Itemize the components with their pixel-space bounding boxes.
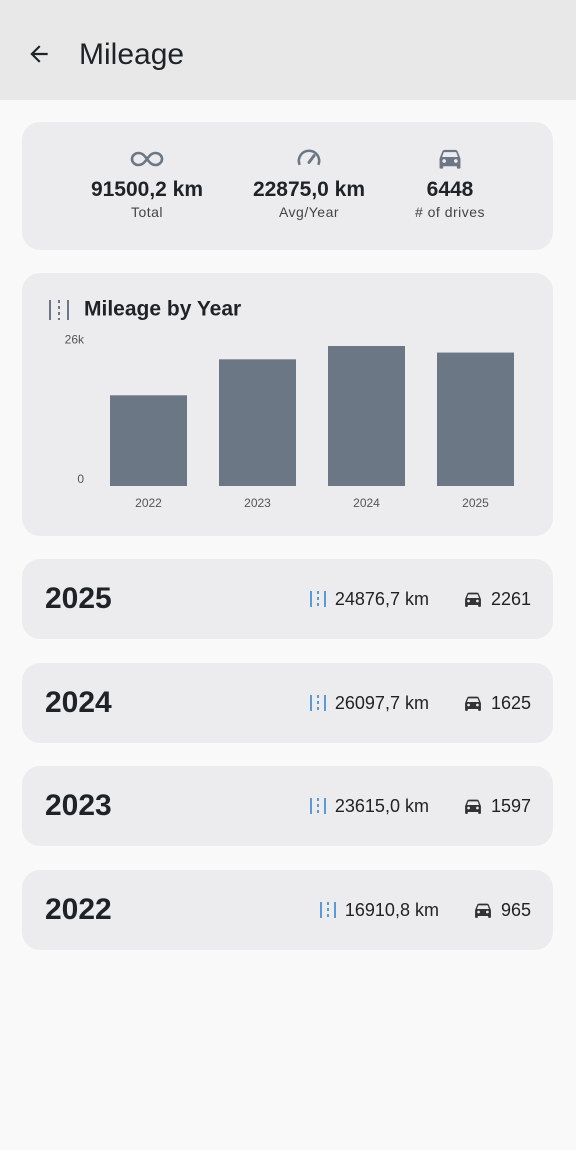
stat-value: 22875,0 km: [252, 178, 366, 201]
x-tick-label: 2022: [135, 496, 162, 510]
year-card[interactable]: 2023 23615,0 km 1597: [22, 766, 553, 846]
stat-drives: 6448 # of drives: [365, 148, 535, 222]
ruler-icon: [309, 798, 326, 814]
distance: 26097,7 km: [309, 693, 429, 714]
stat-average: 22875,0 km Avg/Year: [224, 148, 394, 222]
distance: 23615,0 km: [309, 796, 429, 817]
year-label: 2025: [45, 582, 112, 615]
drives-count: 1597: [490, 795, 531, 816]
distance-value: 24876,7 km: [334, 588, 429, 609]
y-tick-label: 0: [77, 472, 84, 486]
screen-title: Mileage: [79, 38, 185, 71]
drives: 1597: [463, 796, 531, 817]
bar-chart: Mileage by Year 0 26k 2022 2023 2024 2025: [49, 298, 514, 510]
drives-count: 1625: [490, 692, 531, 713]
drives: 2261: [463, 589, 531, 610]
distance: 16910,8 km: [319, 900, 439, 921]
bar: [110, 395, 187, 486]
car-icon: [475, 903, 491, 918]
drives: 965: [473, 900, 531, 921]
car-icon: [439, 149, 461, 169]
stat-label: Avg/Year: [278, 204, 340, 220]
bar: [437, 352, 514, 486]
infinity-icon: [130, 151, 164, 167]
ruler-icon: [309, 591, 326, 607]
year-card[interactable]: 2024 26097,7 km 1625: [22, 663, 553, 743]
x-tick-label: 2025: [462, 496, 489, 510]
summary-card: 91500,2 km Total 22875,0 km Avg/Year 644…: [22, 122, 553, 250]
bar: [219, 359, 296, 486]
chart-card: Mileage by Year 0 26k 2022 2023 2024 2025: [22, 273, 553, 536]
stat-label: # of drives: [414, 204, 486, 220]
year-label: 2023: [45, 789, 112, 822]
x-tick-label: 2024: [353, 496, 380, 510]
year-label: 2022: [45, 893, 112, 926]
x-tick-label: 2023: [244, 496, 271, 510]
speedometer-icon: [297, 149, 321, 166]
stat-value: 91500,2 km: [90, 178, 204, 201]
distance-value: 26097,7 km: [334, 692, 429, 713]
drives-count: 965: [500, 899, 531, 920]
bar: [328, 346, 405, 486]
stat-label: Total: [130, 204, 164, 220]
app-bar: Mileage: [0, 0, 576, 100]
back-button[interactable]: [26, 41, 52, 67]
y-tick-label: 26k: [65, 333, 85, 347]
ruler-icon: [49, 300, 69, 320]
year-card[interactable]: 2022 16910,8 km 965: [22, 870, 553, 950]
chart-title: Mileage by Year: [84, 298, 241, 321]
distance-value: 16910,8 km: [344, 899, 439, 920]
stat-value: 6448: [426, 178, 474, 201]
year-label: 2024: [45, 686, 112, 719]
stat-total: 91500,2 km Total: [62, 148, 232, 222]
drives-count: 2261: [490, 588, 531, 609]
year-card[interactable]: 2025 24876,7 km 2261: [22, 559, 553, 639]
distance-value: 23615,0 km: [334, 795, 429, 816]
ruler-icon: [319, 902, 336, 918]
car-icon: [465, 592, 481, 607]
distance: 24876,7 km: [309, 589, 429, 610]
ruler-icon: [309, 695, 326, 711]
car-icon: [465, 799, 481, 814]
car-icon: [465, 696, 481, 711]
drives: 1625: [463, 693, 531, 714]
